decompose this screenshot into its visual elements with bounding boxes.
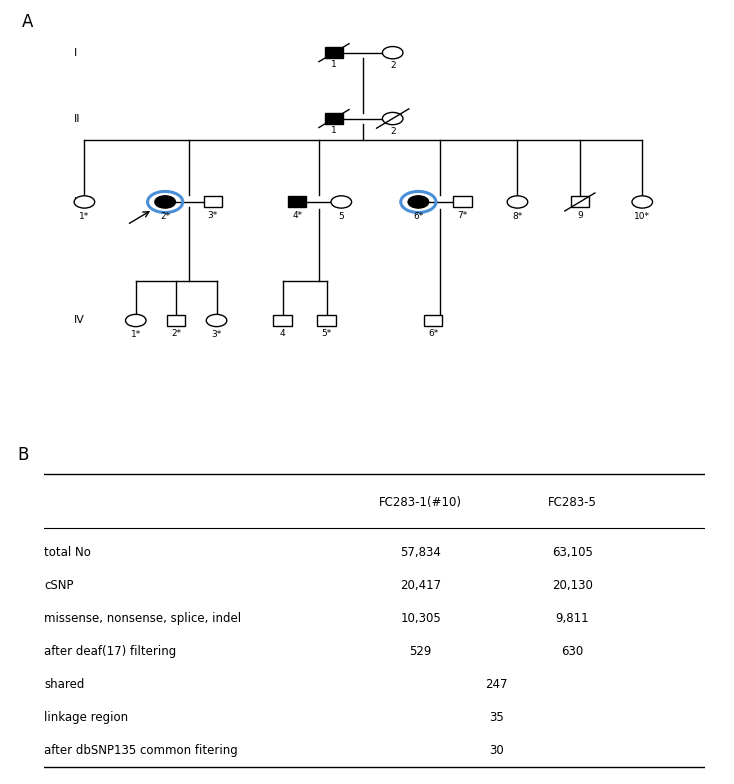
Text: 4*: 4*: [292, 211, 302, 220]
Text: 6*: 6*: [428, 329, 438, 339]
Text: 63,105: 63,105: [552, 546, 593, 559]
Text: 2*: 2*: [160, 212, 170, 220]
Text: 630: 630: [562, 645, 584, 658]
Circle shape: [155, 196, 175, 208]
Text: 8*: 8*: [512, 212, 523, 220]
Text: 20,130: 20,130: [552, 579, 593, 592]
Text: FC283-5: FC283-5: [548, 496, 597, 509]
Bar: [324, 113, 344, 124]
Bar: [317, 315, 336, 326]
Text: after deaf(17) filtering: after deaf(17) filtering: [44, 645, 176, 658]
Text: cSNP: cSNP: [44, 579, 73, 592]
Text: 6*: 6*: [413, 212, 424, 220]
Text: III: III: [73, 197, 83, 207]
Text: shared: shared: [44, 678, 84, 691]
Text: 1*: 1*: [79, 212, 90, 220]
Text: 4: 4: [280, 329, 286, 339]
Circle shape: [507, 196, 528, 208]
Text: 20,417: 20,417: [400, 579, 441, 592]
Bar: [203, 197, 222, 208]
Text: IV: IV: [73, 315, 84, 325]
Text: 5*: 5*: [321, 329, 332, 339]
Text: missense, nonsense, splice, indel: missense, nonsense, splice, indel: [44, 612, 241, 625]
Bar: [571, 197, 589, 208]
Text: 10*: 10*: [634, 212, 650, 220]
Text: 1*: 1*: [131, 330, 141, 339]
Bar: [454, 197, 472, 208]
Text: II: II: [73, 114, 80, 124]
Circle shape: [632, 196, 653, 208]
Circle shape: [126, 314, 146, 327]
Bar: [273, 315, 292, 326]
Text: 1: 1: [331, 60, 337, 69]
Text: 2: 2: [390, 61, 396, 70]
Text: 9,811: 9,811: [556, 612, 589, 625]
Text: 7*: 7*: [457, 211, 468, 220]
Text: 57,834: 57,834: [400, 546, 441, 559]
Text: linkage region: linkage region: [44, 711, 128, 724]
Bar: [288, 197, 307, 208]
Bar: [324, 47, 344, 58]
Text: after dbSNP135 common fitering: after dbSNP135 common fitering: [44, 744, 238, 757]
Circle shape: [331, 196, 352, 208]
Circle shape: [206, 314, 227, 327]
Text: 3*: 3*: [208, 211, 218, 220]
Text: B: B: [18, 446, 29, 464]
Text: 2: 2: [390, 127, 396, 136]
Text: 1: 1: [331, 126, 337, 135]
Circle shape: [382, 46, 403, 59]
Text: FC283-1(#10): FC283-1(#10): [379, 496, 462, 509]
Bar: [424, 315, 442, 326]
Text: I: I: [73, 48, 76, 58]
Text: total No: total No: [44, 546, 91, 559]
Bar: [167, 315, 185, 326]
Text: 10,305: 10,305: [400, 612, 441, 625]
Text: 247: 247: [485, 678, 508, 691]
Circle shape: [408, 196, 429, 208]
Text: 2*: 2*: [171, 329, 181, 339]
Text: 3*: 3*: [211, 330, 222, 339]
Text: 9: 9: [577, 211, 583, 220]
Text: 30: 30: [489, 744, 504, 757]
Text: 5: 5: [338, 212, 344, 220]
Text: 35: 35: [489, 711, 504, 724]
Text: A: A: [22, 13, 33, 31]
Circle shape: [382, 112, 403, 125]
Text: 529: 529: [410, 645, 432, 658]
Circle shape: [74, 196, 95, 208]
